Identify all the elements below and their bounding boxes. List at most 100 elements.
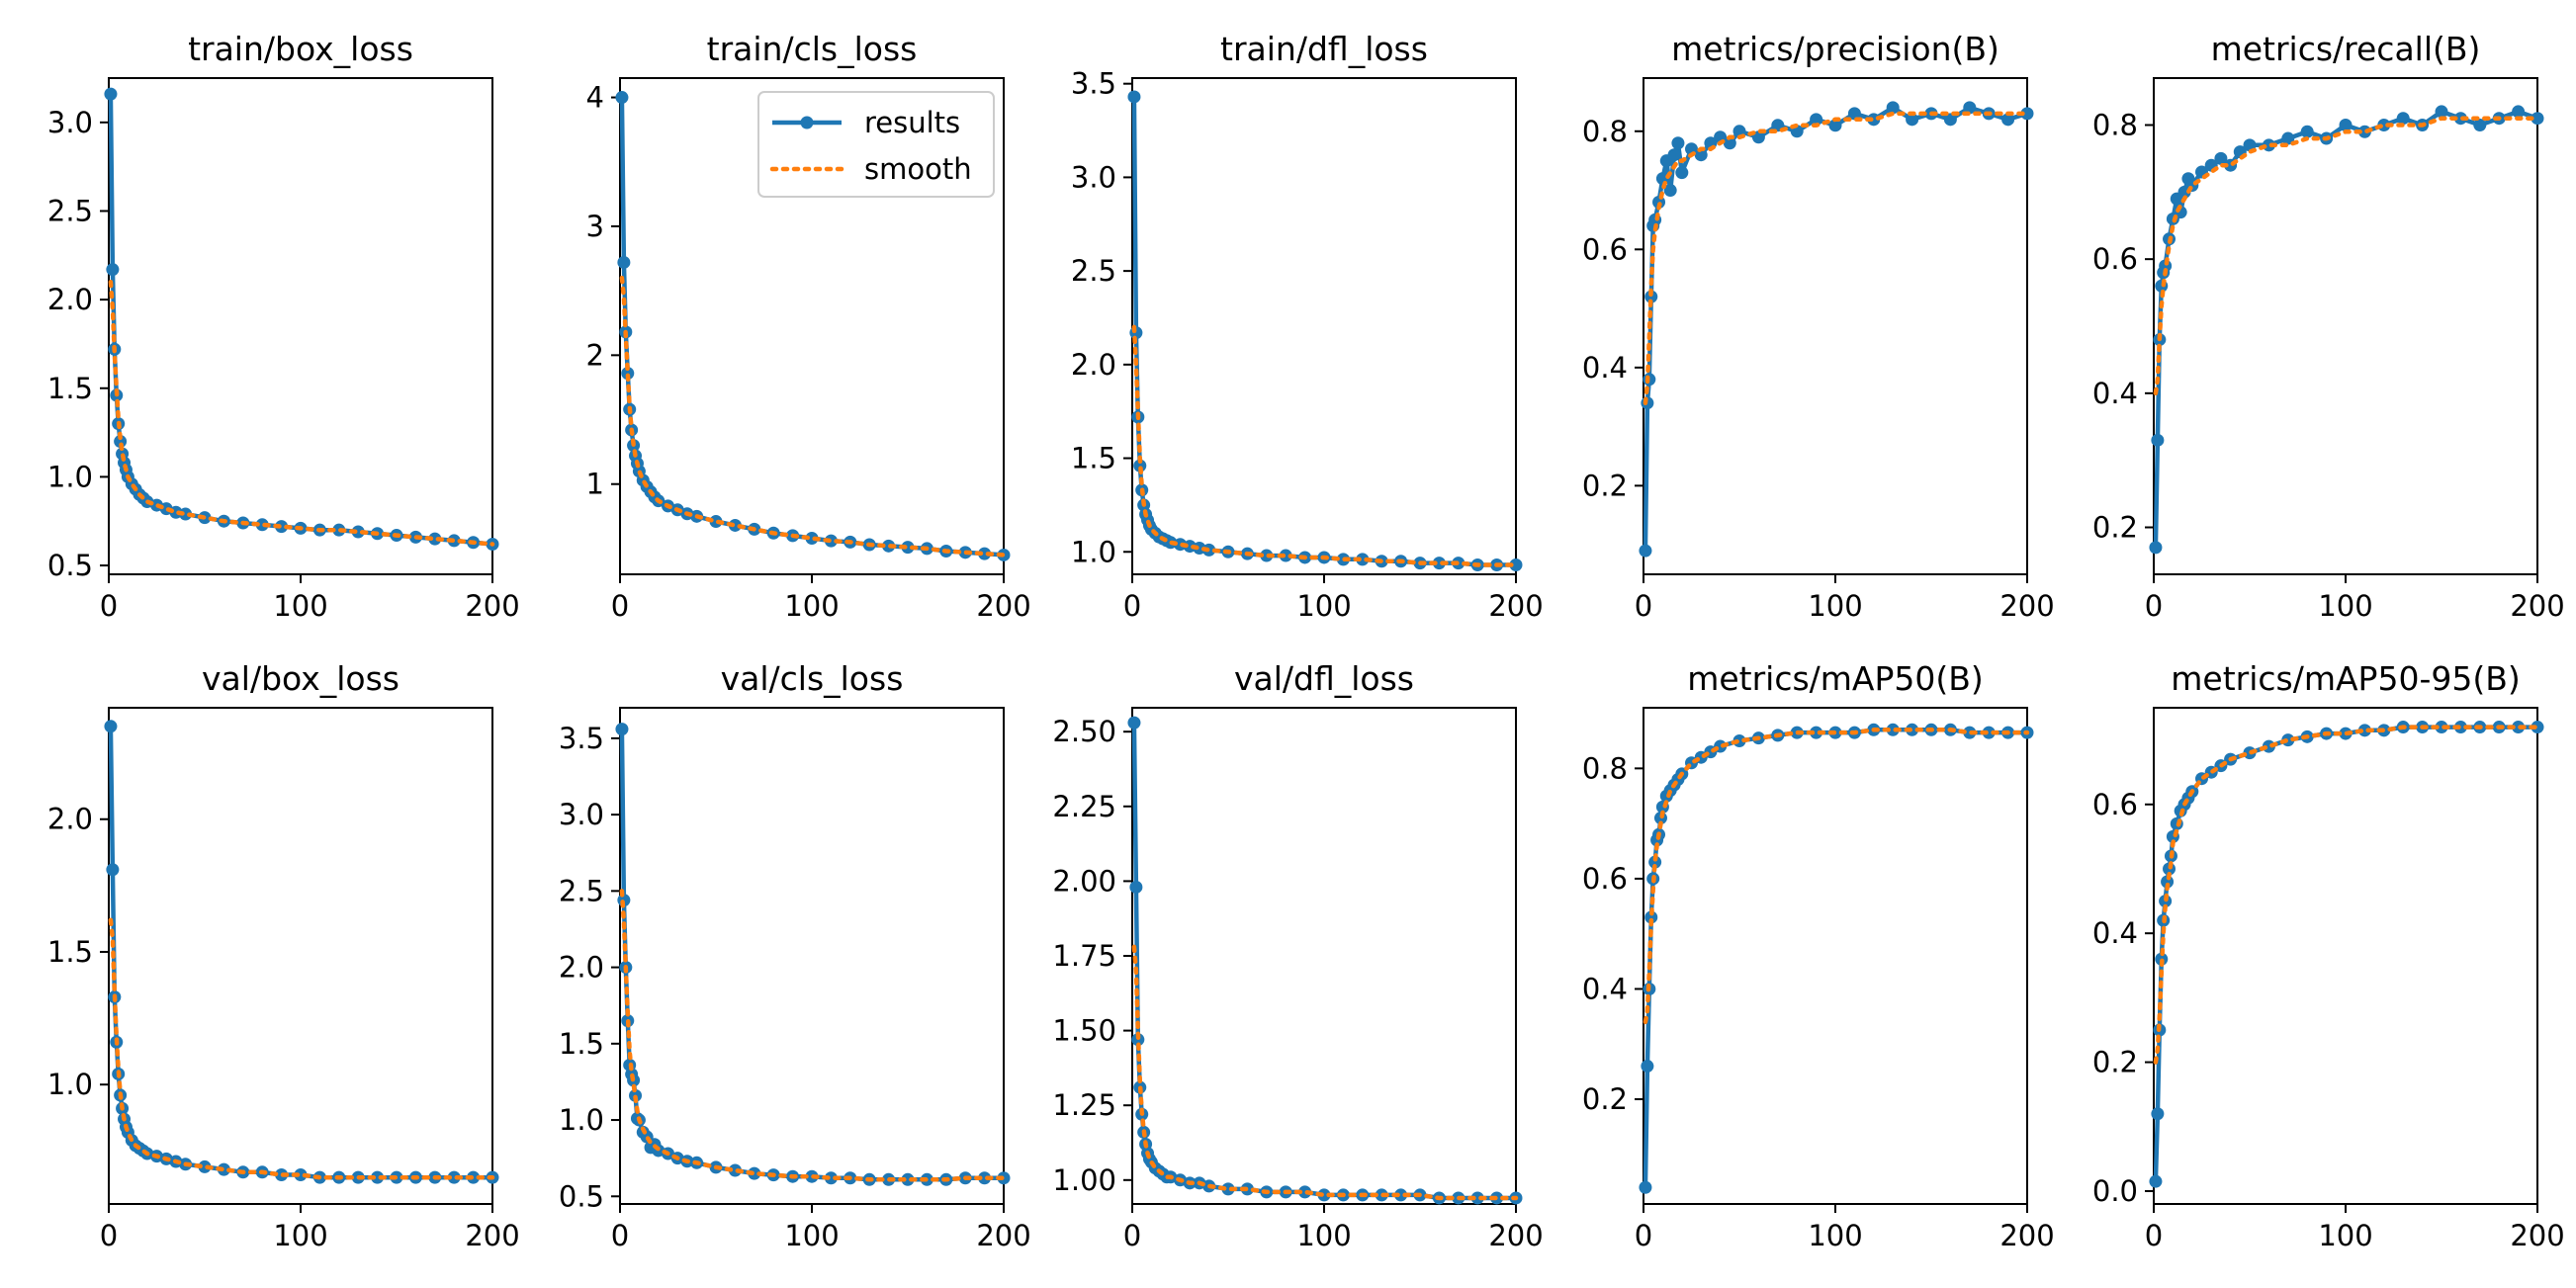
results-point [1644,910,1658,924]
y-tick-label: 1.50 [1052,1014,1116,1048]
legend-results-label: results [864,106,960,139]
x-tick-label: 0 [1635,1219,1652,1252]
results-point [1432,557,1446,570]
chart-title: val/box_loss [202,659,400,698]
y-tick-label: 0.6 [2092,242,2138,276]
x-tick-label: 100 [1808,589,1862,623]
y-tick-label: 1.0 [47,1068,93,1101]
results-point [1886,723,1900,736]
results-point [617,255,631,269]
y-tick-label: 1.0 [1071,535,1116,568]
y-tick-label: 1.0 [559,1103,604,1137]
results-point [2396,112,2410,126]
results-point [1183,540,1197,554]
legend-smooth-label: smooth [864,152,972,186]
y-tick-label: 2.0 [47,283,93,316]
results-point [1641,1060,1654,1073]
results-point [1671,136,1685,150]
x-tick-label: 100 [1296,589,1351,623]
x-tick-label: 0 [2145,1219,2163,1252]
x-tick-label: 100 [1808,1219,1862,1252]
results-point [179,507,193,521]
y-tick-label: 4 [586,81,604,115]
results-point [1127,90,1141,104]
results-point [1193,541,1206,555]
chart-panel-6: val/cls_loss 0 100 200 0.5 1.0 1.5 2.0 2.5 3.0 3.5 [559,659,1031,1252]
y-tick-label: 0.5 [47,549,93,582]
y-tick-label: 2.0 [559,951,604,985]
plot-frame [1643,707,2028,1205]
results-point [805,531,819,545]
results-line [2153,109,2538,548]
results-point [2512,105,2526,119]
smooth-line [1131,944,1519,1201]
y-tick-label: 2.5 [1071,254,1116,288]
y-tick-label: 2.00 [1052,864,1116,898]
results-point [1394,1188,1408,1202]
x-tick-label: 0 [2145,589,2163,623]
results-point [728,518,742,532]
results-point [198,1159,212,1173]
results-point [2300,125,2314,138]
results-point [1667,148,1681,162]
y-tick-label: 2 [586,338,604,372]
y-tick-label: 2.50 [1052,715,1116,748]
x-tick-label: 0 [100,589,118,623]
y-tick-label: 2.0 [1071,348,1116,382]
x-tick-label: 100 [273,1219,327,1252]
y-tick-label: 3.0 [1071,160,1116,194]
results-point [1886,101,1900,115]
chart-panel-9: metrics/mAP50-95(B) 0 100 200 0.0 0.2 0.4 0.6 [2092,659,2565,1252]
x-tick-label: 0 [100,1219,118,1252]
y-tick-label: 2.5 [559,874,604,907]
results-point [1127,716,1141,730]
results-point [1810,726,1823,739]
x-tick-label: 100 [784,589,839,623]
x-tick-label: 200 [1488,589,1543,623]
x-tick-label: 0 [611,1219,629,1252]
y-tick-label: 0.6 [1582,232,1628,266]
y-tick-label: 0.6 [1582,862,1628,896]
chart-panel-3: metrics/precision(B) 0 100 200 0.2 0.4 0.6 0.8 [1582,30,2055,623]
results-point [351,525,365,539]
chart-panel-0: train/box_loss 0 100 200 0.5 1.0 1.5 2.0 2.5 3.0 [47,30,520,623]
results-point [1317,1188,1331,1202]
plot-frame [2153,77,2538,575]
x-tick-label: 0 [611,589,629,623]
plot-frame [108,707,493,1205]
chart-title: train/dfl_loss [1220,30,1428,68]
x-tick-label: 200 [976,1219,1030,1252]
results-point [2281,131,2295,145]
y-tick-label: 3.0 [559,798,604,831]
plot-frame [2153,707,2538,1205]
results-point [615,723,629,736]
chart-title: val/cls_loss [721,659,904,698]
x-tick-label: 200 [465,1219,519,1252]
x-tick-label: 100 [273,589,327,623]
x-tick-label: 0 [1123,1219,1141,1252]
results-point [978,547,992,560]
chart-title: val/dfl_loss [1234,659,1414,698]
results-point [1221,1182,1235,1196]
results-point [2149,1174,2163,1188]
y-tick-label: 0.4 [1582,972,1628,1005]
results-line [108,726,492,1180]
x-tick-label: 0 [1635,589,1652,623]
chart-title: metrics/mAP50-95(B) [2171,659,2520,698]
smooth-line [108,279,495,547]
results-point [1943,113,1957,127]
results-point [2151,1107,2165,1121]
y-tick-label: 0.2 [2092,1046,2138,1079]
x-tick-label: 0 [1123,589,1141,623]
results-point [901,1172,915,1186]
y-tick-label: 1.5 [1071,442,1116,475]
results-point [1279,549,1292,562]
results-point [1129,880,1143,894]
results-point [2149,541,2163,555]
results-point [1509,558,1523,572]
results-point [1639,1180,1652,1194]
results-point [1963,101,1977,115]
results-point [824,1171,838,1185]
x-tick-label: 100 [784,1219,839,1252]
